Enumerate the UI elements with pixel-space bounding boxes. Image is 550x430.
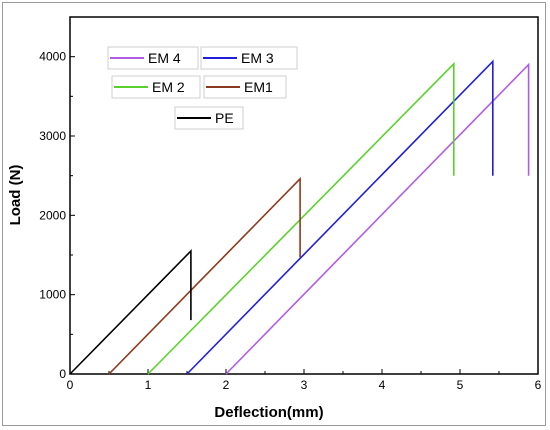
x-tick-label: 3 [301, 378, 308, 392]
y-axis-title: Load (N) [7, 165, 24, 226]
chart-frame [2, 2, 546, 426]
legend-box [111, 75, 201, 99]
x-axis-ticks: 0 1 2 3 4 5 6 [67, 369, 542, 392]
series-line-em2 [147, 61, 455, 375]
x-tick-label: 5 [457, 378, 464, 392]
legend-box [200, 46, 298, 70]
series-line-pe [69, 249, 192, 375]
legend-label: PE [215, 110, 234, 126]
legend-item: EM 4 [107, 46, 199, 70]
y-tick-label: 2000 [39, 208, 66, 222]
x-tick-label: 2 [223, 378, 230, 392]
legend-item: PE [174, 106, 244, 130]
legend-label: EM1 [244, 79, 273, 95]
legend-item: EM 3 [200, 46, 298, 70]
series-layer [69, 59, 530, 375]
series-line-em4 [225, 62, 530, 375]
series-line-em3 [186, 59, 494, 375]
y-tick-label: 3000 [39, 129, 66, 143]
legend-item: EM1 [203, 75, 287, 99]
x-axis-title: Deflection(mm) [214, 404, 323, 421]
series-line-em1 [108, 176, 301, 375]
x-tick-label: 0 [67, 378, 74, 392]
x-tick-label: 1 [145, 378, 152, 392]
y-tick-label: 1000 [39, 288, 66, 302]
legend-box [107, 46, 199, 70]
y-tick-label: 0 [59, 367, 66, 381]
legend-box [203, 75, 287, 99]
legend: EM 4 EM 3 EM 2 EM1 PE [107, 46, 298, 130]
y-tick-label: 4000 [39, 50, 66, 64]
x-tick-label: 4 [379, 378, 386, 392]
legend-label: EM 3 [241, 50, 274, 66]
x-tick-label: 6 [535, 378, 542, 392]
plot-area [69, 16, 539, 375]
legend-label: EM 4 [148, 50, 181, 66]
legend-label: EM 2 [152, 79, 185, 95]
legend-item: EM 2 [111, 75, 201, 99]
y-axis-ticks: 0 1000 2000 3000 4000 [39, 50, 75, 381]
